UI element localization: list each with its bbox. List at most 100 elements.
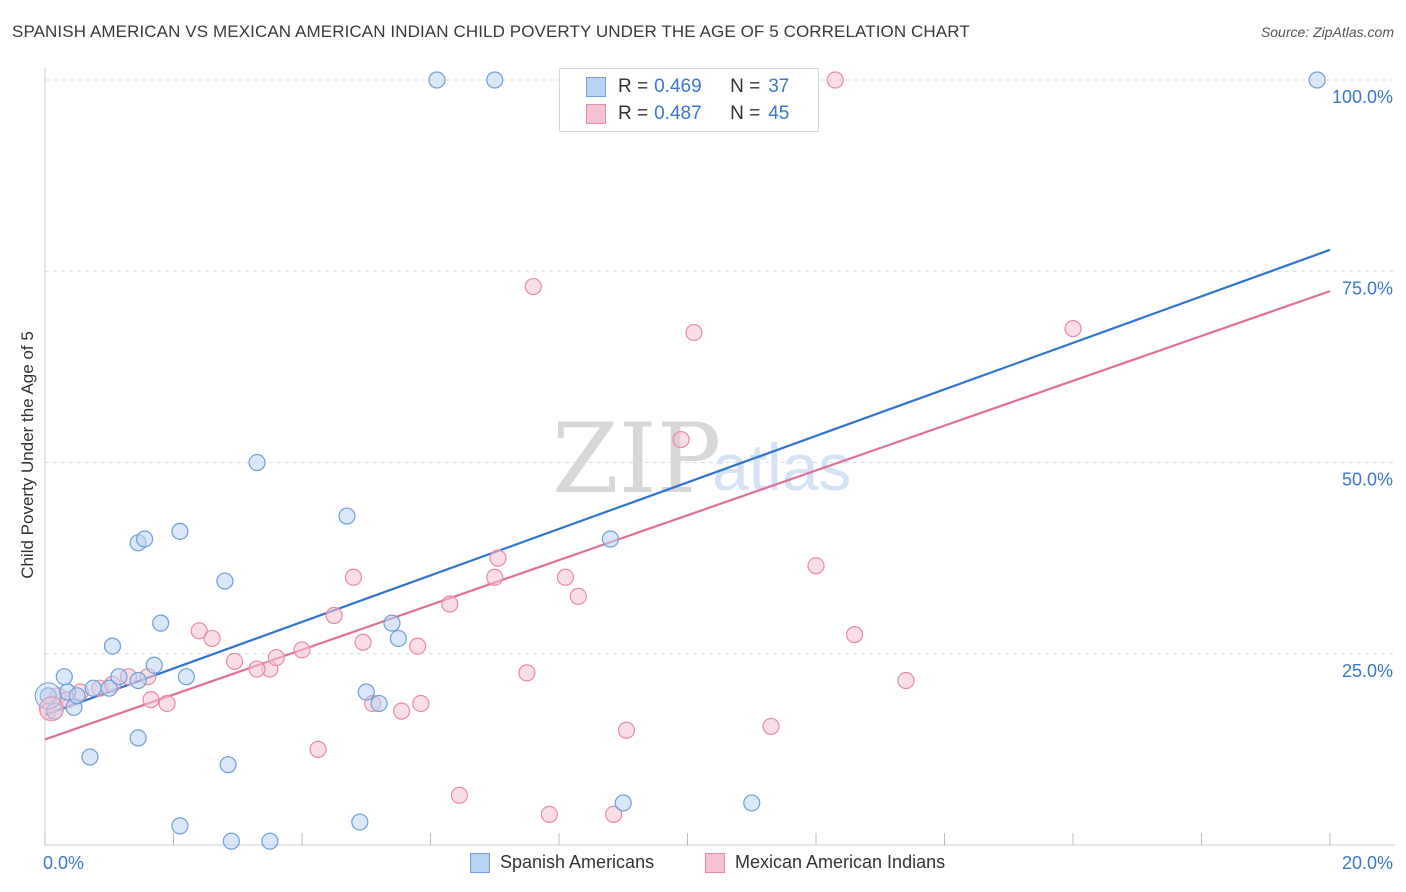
- spanish-americans-point: [171, 522, 189, 540]
- y-tick-label: 100.0%: [1332, 87, 1393, 107]
- mexican-american-indians-point: [203, 629, 221, 648]
- pink-swatch: [586, 104, 606, 124]
- mexican-american-indians-point: [486, 568, 504, 586]
- mexican-american-indians-point: [807, 557, 825, 575]
- legend-label: Spanish Americans: [500, 852, 655, 872]
- spanish-americans-point: [1308, 71, 1326, 89]
- spanish-americans-point: [614, 794, 632, 812]
- spanish-americans-point: [129, 671, 147, 690]
- spanish-americans-point: [357, 683, 375, 701]
- spanish-americans-point: [55, 668, 73, 686]
- spanish-americans-point: [68, 687, 86, 705]
- spanish-americans-point: [216, 572, 234, 590]
- mexican-american-indians-point: [524, 277, 542, 296]
- spanish-americans-point: [383, 614, 401, 632]
- correlation-legend: R = 0.469 N = 37 R = 0.487 N = 45: [559, 68, 819, 132]
- spanish-americans-point: [248, 453, 266, 472]
- mexican-american-indians-point: [309, 740, 327, 758]
- spanish-americans-point: [370, 694, 388, 713]
- mexican-american-indians-point: [605, 805, 623, 824]
- series-legend: Spanish Americans Mexican American India…: [0, 852, 1406, 878]
- mexican-american-indians-point: [1064, 320, 1082, 338]
- mexican-american-indians-point: [38, 696, 64, 722]
- spanish-americans-point: [129, 729, 147, 747]
- legend-item-mexican-american-indians[interactable]: Mexican American Indians: [705, 852, 945, 873]
- spanish-americans-point: [145, 656, 163, 674]
- mexican-american-indians-point: [556, 568, 575, 586]
- spanish-americans-point: [171, 817, 189, 835]
- spanish-americans-point: [338, 507, 356, 525]
- mexican-american-indians-point: [762, 717, 780, 736]
- spanish-americans-point: [103, 637, 122, 655]
- spanish-americans-point: [219, 756, 237, 774]
- mexican-american-indians-point: [441, 595, 459, 613]
- mexican-american-indians-point: [540, 805, 558, 824]
- mexican-american-indians-point: [325, 606, 343, 625]
- n-label: N =: [730, 103, 761, 124]
- spanish-americans-point: [81, 748, 99, 766]
- pink-swatch: [705, 852, 725, 873]
- mexican-american-indians-point: [845, 626, 864, 644]
- r-value: 0.469: [654, 76, 702, 97]
- spanish-americans-point: [84, 679, 102, 697]
- n-value: 45: [768, 103, 790, 124]
- spanish-americans-trend-line: [44, 248, 1331, 716]
- y-tick-label: 25.0%: [1342, 661, 1393, 681]
- mexican-american-indians-point: [518, 664, 536, 682]
- mexican-american-indians-point: [158, 694, 176, 713]
- r-label: R =: [618, 76, 649, 97]
- blue-swatch: [470, 852, 490, 873]
- mexican-american-indians-point: [672, 430, 690, 449]
- data-points: [34, 71, 1326, 850]
- spanish-americans-point: [46, 702, 64, 720]
- mexican-american-indians-point: [293, 641, 311, 659]
- spanish-americans-point: [135, 530, 154, 548]
- mexican-american-indians-point: [826, 71, 844, 89]
- mexican-american-indians-point: [897, 671, 915, 690]
- spanish-americans-point: [601, 530, 620, 548]
- mexican-american-indians-point: [450, 786, 469, 804]
- mexican-american-indians-point: [617, 721, 636, 739]
- chart-title: SPANISH AMERICAN VS MEXICAN AMERICAN IND…: [12, 22, 970, 41]
- mexican-american-indians-point: [344, 568, 362, 586]
- spanish-americans-point: [743, 794, 761, 812]
- spanish-americans-point: [428, 71, 446, 89]
- mexican-american-indians-point: [225, 652, 244, 671]
- y-axis-title: Child Poverty Under the Age of 5: [18, 331, 37, 579]
- spanish-americans-point: [222, 832, 240, 850]
- spanish-americans-point: [110, 668, 128, 686]
- mexican-american-indians-point: [142, 691, 160, 709]
- mexican-american-indians-point: [409, 637, 427, 655]
- mexican-american-indians-point: [190, 622, 208, 640]
- mexican-american-indians-point: [412, 694, 430, 713]
- n-value: 37: [768, 76, 790, 97]
- watermark-zip: ZIP: [552, 403, 721, 515]
- x-tick-label: 20.0%: [1342, 853, 1393, 873]
- tick-labels: 25.0% 50.0% 75.0% 100.0% 0.0% 20.0%: [43, 87, 1393, 873]
- legend-item-spanish-americans[interactable]: Spanish Americans: [470, 852, 654, 873]
- spanish-americans-point: [389, 629, 407, 648]
- mexican-american-indians-point: [489, 549, 507, 567]
- n-label: N =: [730, 76, 761, 97]
- y-tick-label: 75.0%: [1342, 278, 1393, 298]
- legend-row-spanish: R = 0.469 N = 37: [560, 74, 789, 100]
- spanish-americans-point: [351, 813, 369, 831]
- legend-row-mexican: R = 0.487 N = 45: [560, 101, 789, 127]
- mexican-american-indians-point: [248, 660, 266, 678]
- r-label: R =: [618, 103, 649, 124]
- mexican-american-indians-point: [392, 702, 411, 720]
- blue-swatch: [586, 77, 606, 97]
- spanish-americans-point: [177, 668, 195, 686]
- source-label: Source: ZipAtlas.com: [1260, 24, 1394, 40]
- legend-label: Mexican American Indians: [735, 852, 946, 872]
- mexican-american-indians-point: [267, 648, 285, 667]
- mexican-american-indians-trend-line: [44, 290, 1331, 741]
- spanish-americans-point: [152, 614, 170, 632]
- grid-lines: [45, 79, 1395, 655]
- spanish-americans-point: [486, 71, 504, 89]
- watermark: ZIP atlas: [552, 403, 851, 515]
- mexican-american-indians-point: [569, 587, 587, 605]
- r-value: 0.487: [654, 103, 702, 124]
- x-tick-label: 0.0%: [43, 853, 84, 873]
